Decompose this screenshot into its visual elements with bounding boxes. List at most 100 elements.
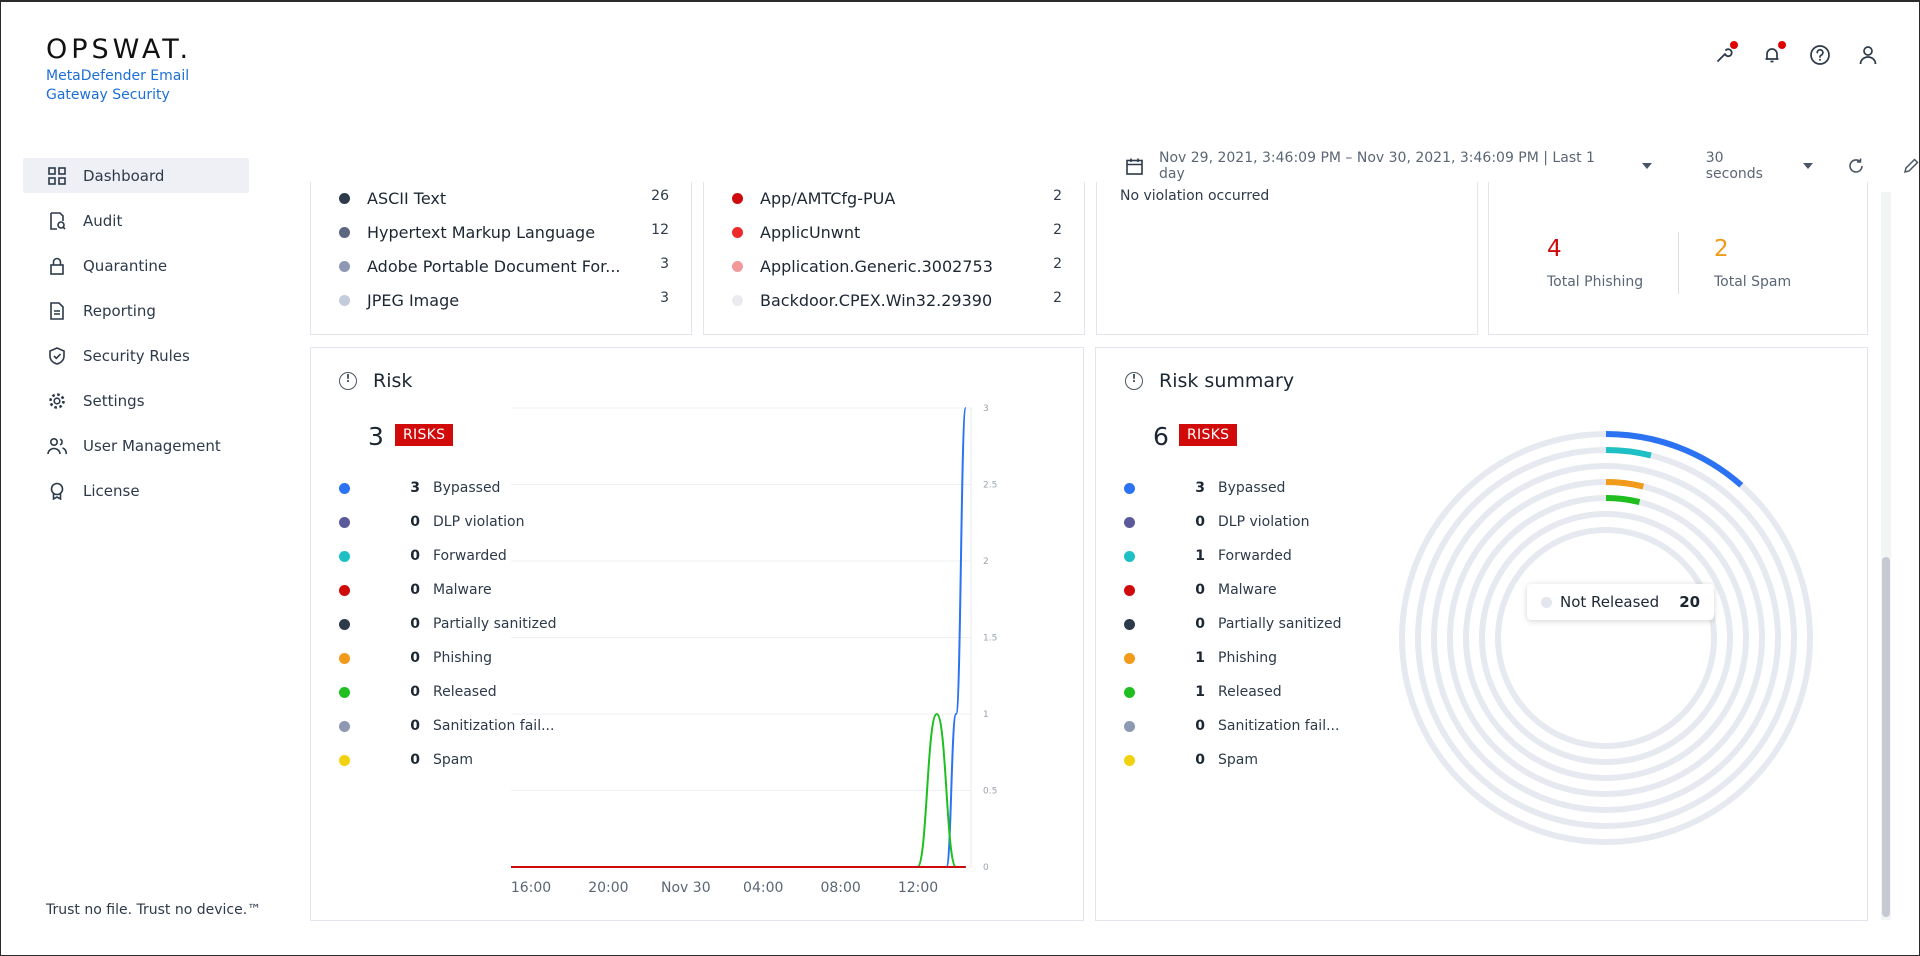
legend-item[interactable]: 0 Malware	[339, 580, 579, 600]
legend-item[interactable]: 0 Forwarded	[339, 546, 579, 566]
item-label: Adobe Portable Document For...	[367, 256, 621, 276]
sidebar-item-label: Quarantine	[83, 256, 168, 275]
y-tick-label: 3	[983, 404, 989, 414]
legend-dot	[339, 192, 350, 204]
main-scrollbar[interactable]	[1881, 192, 1891, 920]
sidebar-item-settings[interactable]: Settings	[23, 383, 249, 418]
legend-value: 1	[1195, 548, 1205, 564]
sidebar-item-security-rules[interactable]: Security Rules	[23, 338, 249, 373]
risks-badge: RISKS	[395, 424, 454, 446]
sidebar-item-user-management[interactable]: User Management	[23, 428, 249, 463]
tagline: Trust no file. Trust no device.™	[46, 902, 262, 918]
legend-item[interactable]: 1 Phishing	[1124, 648, 1364, 668]
sidebar-item-quarantine[interactable]: Quarantine	[23, 248, 249, 283]
sidebar-item-label: Reporting	[83, 301, 156, 320]
document-icon	[47, 301, 67, 321]
calendar-icon[interactable]	[1126, 158, 1143, 175]
refresh-interval-select[interactable]: 30 seconds	[1705, 150, 1763, 182]
legend-value: 0	[410, 752, 420, 768]
filter-bar: Nov 29, 2021, 3:46:09 PM – Nov 30, 2021,…	[1126, 150, 1919, 182]
legend-label: Bypassed	[1218, 480, 1286, 496]
legend-label: Spam	[433, 752, 473, 768]
legend-item[interactable]: 0 DLP violation	[1124, 512, 1364, 532]
legend-value: 0	[1195, 514, 1205, 530]
legend-dot	[732, 294, 743, 306]
badge-icon	[47, 481, 67, 501]
date-range-picker[interactable]: Nov 29, 2021, 3:46:09 PM – Nov 30, 2021,…	[1159, 150, 1595, 182]
list-item: Application.Generic.3002753	[732, 256, 993, 276]
legend-dot	[339, 721, 350, 732]
violations-card: No violation occurred	[1096, 182, 1478, 335]
legend-label: Sanitization fail...	[433, 718, 555, 734]
legend-item[interactable]: 0 Partially sanitized	[1124, 614, 1364, 634]
arc-bypassed	[1605, 431, 1744, 488]
legend-item[interactable]: 0 Spam	[1124, 750, 1364, 770]
legend-label: Forwarded	[1218, 548, 1292, 564]
legend-item[interactable]: 0 Sanitization fail...	[339, 716, 579, 736]
risk-summary-count: 6	[1153, 422, 1169, 451]
total-spam-label: Total Spam	[1714, 274, 1792, 290]
help-icon[interactable]	[1809, 44, 1831, 66]
legend-item[interactable]: 0 Spam	[339, 750, 579, 770]
legend-dot	[1124, 551, 1135, 562]
risk-summary-title: Risk summary	[1159, 370, 1295, 392]
sidebar-item-audit[interactable]: Audit	[23, 203, 249, 238]
y-tick-label: 0	[983, 863, 989, 873]
brand[interactable]: OPSWAT. MetaDefender Email Gateway Secur…	[46, 34, 206, 105]
legend-value: 0	[1195, 752, 1205, 768]
legend-label: DLP violation	[433, 514, 525, 530]
legend-item[interactable]: 0 Sanitization fail...	[1124, 716, 1364, 736]
risk-summary-radial-chart	[1399, 431, 1813, 845]
legend-item[interactable]: 1 Forwarded	[1124, 546, 1364, 566]
track-ring	[1495, 527, 1717, 749]
legend-item[interactable]: 0 Partially sanitized	[339, 614, 579, 634]
card-title: Risk summary	[1125, 370, 1294, 392]
legend-item[interactable]: 0 Phishing	[339, 648, 579, 668]
scrollbar-thumb[interactable]	[1882, 557, 1890, 917]
legend-item[interactable]: 0 DLP violation	[339, 512, 579, 532]
wrench-icon[interactable]	[1713, 41, 1738, 66]
legend-dot	[732, 192, 743, 204]
tooltip-value: 20	[1679, 593, 1701, 611]
refresh-icon[interactable]	[1847, 157, 1865, 175]
item-label: App/AMTCfg-PUA	[760, 188, 896, 208]
legend-label: Partially sanitized	[1218, 616, 1342, 632]
item-value: 2	[1053, 222, 1062, 238]
bell-icon[interactable]	[1761, 41, 1786, 66]
item-label: JPEG Image	[367, 290, 460, 310]
divider	[1678, 232, 1679, 294]
sidebar-item-dashboard[interactable]: Dashboard	[23, 158, 249, 193]
legend-item[interactable]: 0 Released	[339, 682, 579, 702]
chevron-down-icon[interactable]	[1641, 163, 1652, 169]
sidebar-item-label: Security Rules	[83, 346, 190, 365]
risks-badge: RISKS	[1179, 424, 1238, 446]
opswat-logo: OPSWAT.	[46, 34, 193, 65]
shield-check-icon	[47, 346, 67, 366]
gear-icon	[47, 391, 67, 411]
edit-icon[interactable]	[1903, 158, 1919, 174]
legend-value: 0	[1195, 616, 1205, 632]
sidebar-item-reporting[interactable]: Reporting	[23, 293, 249, 328]
legend-item[interactable]: 3 Bypassed	[1124, 478, 1364, 498]
list-item: Hypertext Markup Language	[339, 222, 595, 242]
item-value: 2	[1053, 188, 1062, 204]
tooltip-label: Not Released	[1560, 593, 1660, 611]
legend-label: Forwarded	[433, 548, 507, 564]
track-ring	[1479, 511, 1733, 765]
chevron-down-icon[interactable]	[1803, 163, 1813, 169]
chart-tooltip: Not Released 20	[1527, 584, 1715, 620]
user-icon[interactable]	[1857, 44, 1879, 66]
legend-item[interactable]: 1 Released	[1124, 682, 1364, 702]
legend-item[interactable]: 0 Malware	[1124, 580, 1364, 600]
legend-value: 3	[1195, 480, 1205, 496]
risk-timeline-chart: 0 0.5 1 1.5 2 2.5 3 16:00 20:00 Nov 30 04:00 08:00 1…	[511, 404, 997, 896]
legend-dot	[339, 226, 350, 238]
legend-value: 0	[410, 650, 420, 666]
sidebar-item-label: Dashboard	[83, 166, 165, 185]
top-toolbar	[1713, 41, 1879, 66]
x-tick-label: 16:00	[511, 880, 551, 896]
legend-item[interactable]: 3 Bypassed	[339, 478, 579, 498]
track-ring	[1431, 463, 1781, 813]
item-value: 3	[660, 290, 669, 306]
sidebar-item-license[interactable]: License	[23, 473, 249, 508]
